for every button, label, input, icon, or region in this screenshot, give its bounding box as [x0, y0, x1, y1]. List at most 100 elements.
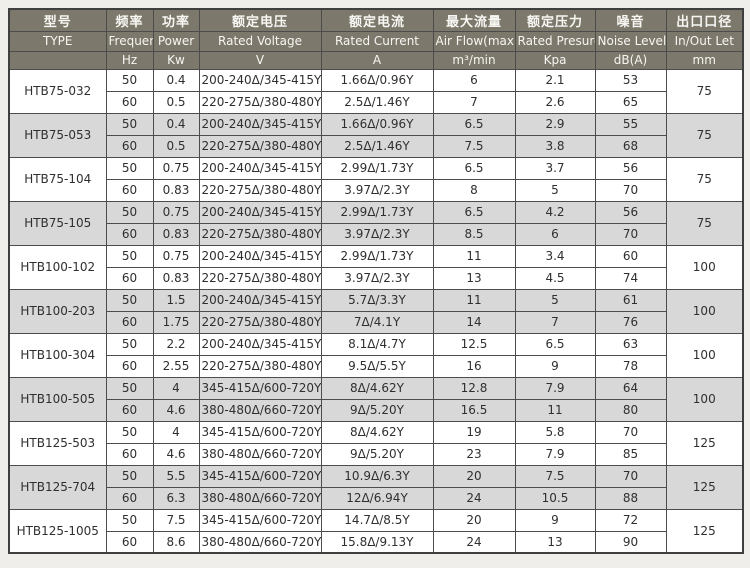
- power-cell: 0.4: [152, 68, 200, 92]
- pressure-cell: 3.4: [514, 244, 596, 268]
- current-cell: 2.5Δ/1.46Y: [320, 134, 434, 158]
- power-cell: 6.3: [152, 486, 200, 510]
- table-row: HTB125-704 50 5.5 345-415Δ/600-720Y 10.9…: [8, 464, 744, 510]
- airflow-cell: 7: [432, 90, 516, 114]
- power-cell: 1.75: [152, 310, 200, 334]
- table-row: HTB75-104 50 0.75 200-240Δ/345-415Y 2.99…: [8, 156, 744, 202]
- current-cell: 8.1Δ/4.7Y: [320, 332, 434, 356]
- airflow-cell: 6.5: [432, 200, 516, 224]
- table-row: 60 4.6 380-480Δ/660-720Y 9Δ/5.20Y 16.5 1…: [9, 398, 743, 422]
- col-header-type-cn: 型号: [8, 8, 107, 32]
- noise-cell: 70: [594, 420, 667, 444]
- noise-cell: 64: [594, 376, 667, 400]
- col-header-airflow-en: Air Flow(max): [432, 30, 516, 52]
- current-cell: 2.5Δ/1.46Y: [320, 90, 434, 114]
- current-cell: 2.99Δ/1.73Y: [320, 156, 434, 180]
- power-cell: 0.5: [152, 134, 200, 158]
- table-row: HTB75-032 50 0.4 200-240Δ/345-415Y 1.66Δ…: [8, 68, 744, 114]
- current-cell: 3.97Δ/2.3Y: [320, 222, 434, 246]
- noise-cell: 90: [594, 530, 667, 554]
- current-cell: 5.7Δ/3.3Y: [320, 288, 434, 312]
- noise-cell: 80: [594, 398, 667, 422]
- voltage-cell: 380-480Δ/660-720Y: [198, 398, 322, 422]
- noise-cell: 68: [594, 134, 667, 158]
- current-cell: 9Δ/5.20Y: [320, 398, 434, 422]
- power-cell: 4.6: [152, 442, 200, 466]
- outlet-cell: 125: [665, 508, 744, 554]
- table-row: HTB75-105 50 0.75 200-240Δ/345-415Y 2.99…: [8, 200, 744, 246]
- model-name-cell: HTB75-105: [8, 200, 107, 246]
- noise-cell: 88: [594, 486, 667, 510]
- col-header-outlet-cn: 出口口径: [665, 8, 744, 32]
- frequency-cell: 50: [105, 508, 154, 532]
- current-cell: 9.5Δ/5.5Y: [320, 354, 434, 378]
- col-header-airflow-cn: 最大流量: [432, 8, 516, 32]
- airflow-cell: 16.5: [432, 398, 516, 422]
- airflow-cell: 6.5: [432, 156, 516, 180]
- header-row-unit: Hz Kw V A m³/min Kpa dB(A) mm: [8, 50, 744, 70]
- outlet-cell: 100: [665, 332, 744, 378]
- pressure-cell: 9: [514, 354, 596, 378]
- table-row: HTB100-203 50 1.5 200-240Δ/345-415Y 5.7Δ…: [8, 288, 744, 334]
- power-cell: 0.75: [152, 244, 200, 268]
- pressure-cell: 7: [514, 310, 596, 334]
- noise-cell: 56: [594, 156, 667, 180]
- table-row: HTB100-505 50 4 345-415Δ/600-720Y 8Δ/4.6…: [8, 376, 744, 422]
- power-cell: 4.6: [152, 398, 200, 422]
- noise-cell: 70: [594, 178, 667, 202]
- table-row: 60 4.6 380-480Δ/660-720Y 9Δ/5.20Y 23 7.9…: [9, 442, 743, 466]
- noise-cell: 61: [594, 288, 667, 312]
- col-header-current-cn: 额定电流: [320, 8, 434, 32]
- model-name-cell: HTB100-102: [8, 244, 107, 290]
- model-name-cell: HTB100-203: [8, 288, 107, 334]
- noise-cell: 70: [594, 464, 667, 488]
- pressure-cell: 5.8: [514, 420, 596, 444]
- current-cell: 3.97Δ/2.3Y: [320, 178, 434, 202]
- col-header-current-unit: A: [320, 50, 434, 70]
- voltage-cell: 380-480Δ/660-720Y: [198, 442, 322, 466]
- frequency-cell: 60: [105, 178, 154, 202]
- header-row-cn: 型号 频率 功率 额定电压 额定电流 最大流量 额定压力 噪音 出口口径: [8, 8, 744, 32]
- voltage-cell: 200-240Δ/345-415Y: [198, 68, 322, 92]
- table-row: 60 2.55 220-275Δ/380-480Y 9.5Δ/5.5Y 16 9…: [9, 354, 743, 378]
- power-cell: 7.5: [152, 508, 200, 532]
- pressure-cell: 11: [514, 398, 596, 422]
- col-header-outlet-unit: mm: [665, 50, 744, 70]
- airflow-cell: 8.5: [432, 222, 516, 246]
- airflow-cell: 12.5: [432, 332, 516, 356]
- noise-cell: 74: [594, 266, 667, 290]
- table-row: 60 0.5 220-275Δ/380-480Y 2.5Δ/1.46Y 7.5 …: [9, 134, 743, 158]
- airflow-cell: 7.5: [432, 134, 516, 158]
- col-header-power-unit: Kw: [152, 50, 200, 70]
- col-header-voltage-cn: 额定电压: [198, 8, 322, 32]
- col-header-airflow-unit: m³/min: [432, 50, 516, 70]
- voltage-cell: 200-240Δ/345-415Y: [198, 332, 322, 356]
- noise-cell: 56: [594, 200, 667, 224]
- col-header-voltage-unit: V: [198, 50, 322, 70]
- frequency-cell: 60: [105, 486, 154, 510]
- voltage-cell: 220-275Δ/380-480Y: [198, 222, 322, 246]
- power-cell: 0.75: [152, 156, 200, 180]
- current-cell: 1.66Δ/0.96Y: [320, 112, 434, 136]
- frequency-cell: 60: [105, 398, 154, 422]
- current-cell: 8Δ/4.62Y: [320, 376, 434, 400]
- outlet-cell: 100: [665, 376, 744, 422]
- table-row: HTB75-053 50 0.4 200-240Δ/345-415Y 1.66Δ…: [8, 112, 744, 158]
- frequency-cell: 60: [105, 310, 154, 334]
- airflow-cell: 6: [432, 68, 516, 92]
- pressure-cell: 3.8: [514, 134, 596, 158]
- pressure-cell: 7.5: [514, 464, 596, 488]
- pressure-cell: 4.5: [514, 266, 596, 290]
- pressure-cell: 3.7: [514, 156, 596, 180]
- airflow-cell: 19: [432, 420, 516, 444]
- airflow-cell: 12.8: [432, 376, 516, 400]
- model-name-cell: HTB75-104: [8, 156, 107, 202]
- pressure-cell: 6.5: [514, 332, 596, 356]
- pressure-cell: 6: [514, 222, 596, 246]
- airflow-cell: 20: [432, 464, 516, 488]
- outlet-cell: 125: [665, 420, 744, 466]
- col-header-current-en: Rated Current: [320, 30, 434, 52]
- voltage-cell: 200-240Δ/345-415Y: [198, 200, 322, 224]
- noise-cell: 60: [594, 244, 667, 268]
